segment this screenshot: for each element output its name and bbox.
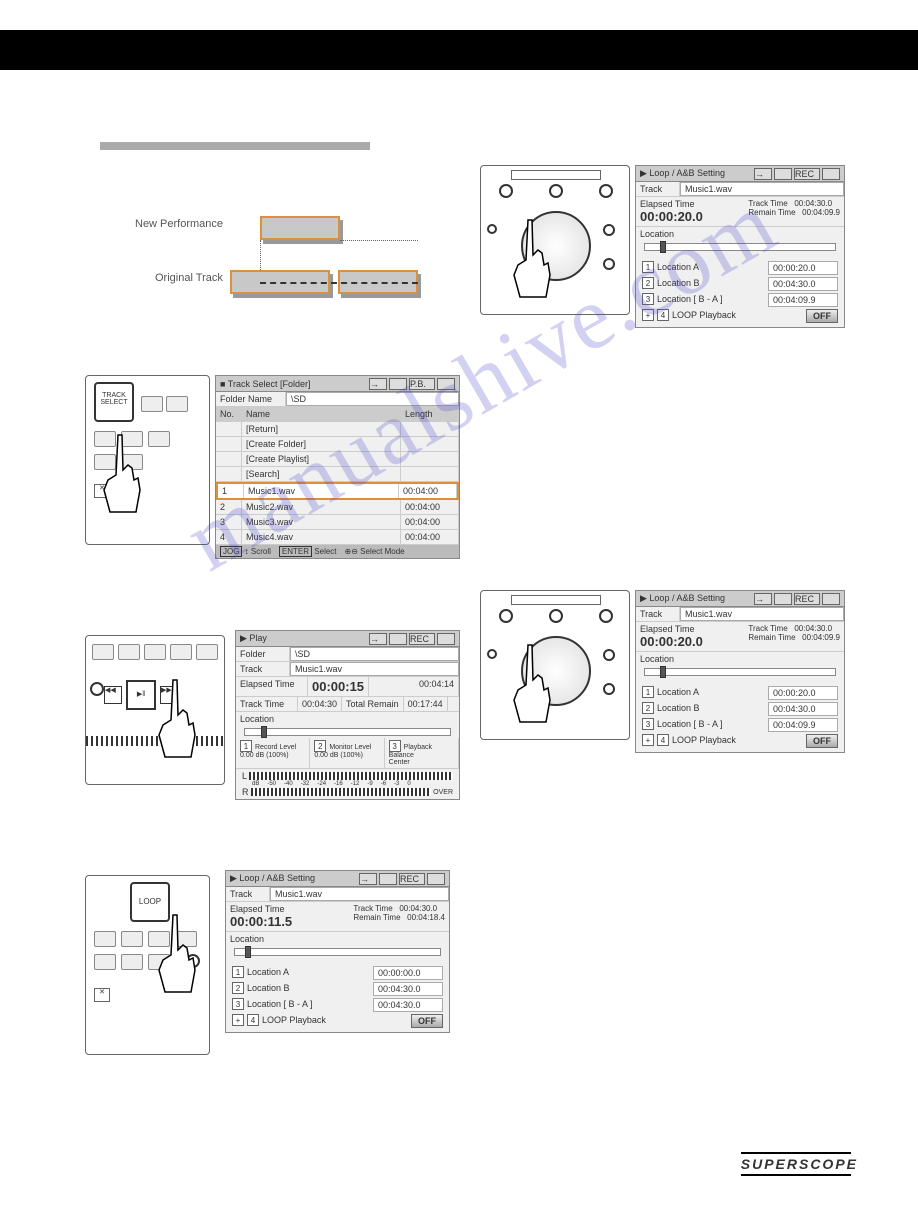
new-perf-label: New Performance [135, 218, 223, 230]
location-label: Location [236, 712, 459, 726]
hand-icon [145, 910, 205, 1000]
forward-icon-btn[interactable]: → [369, 633, 387, 645]
folder-name-value: \SD [286, 392, 459, 406]
orig-label: Original Track [155, 272, 223, 284]
table-row[interactable]: 4Music4.wav00:04:00 [216, 530, 459, 545]
new-perf-box [260, 216, 340, 240]
hand-icon [500, 215, 560, 305]
folder-icon-btn[interactable] [389, 378, 407, 390]
panel-title: Play [249, 633, 267, 643]
hand-icon [145, 675, 205, 765]
table-row[interactable]: 1Music1.wav00:04:00 [216, 482, 459, 500]
panel-title: Track Select [Folder] [228, 379, 311, 389]
section-underline [100, 142, 370, 150]
track-select-panel: ■ Track Select [Folder] → P.B. Folder Na… [215, 375, 460, 559]
brand-logo: SUPERSCOPE [741, 1150, 858, 1178]
panel-footer: JOG ↕ Scroll ENTER Select ⊕⊖ Select Mode [216, 545, 459, 558]
rec-led [90, 682, 104, 696]
table-row[interactable]: [Return] [216, 422, 459, 437]
track-select-button[interactable]: TRACK SELECT [94, 382, 134, 422]
table-row[interactable]: [Search] [216, 467, 459, 482]
pb-btn[interactable]: P.B. [409, 378, 435, 390]
play-panel: ▶ Play → REC Folder\SD TrackMusic1.wav E… [235, 630, 460, 800]
hand-icon [500, 640, 560, 730]
elapsed-time-value: 00:00:15 [308, 677, 369, 696]
table-row[interactable]: 3Music3.wav00:04:00 [216, 515, 459, 530]
table-row[interactable]: [Create Folder] [216, 437, 459, 452]
page-header-bar [0, 30, 918, 70]
menu-icon-btn[interactable] [437, 633, 455, 645]
loop-panel-b2: ▶ Loop / A&B Setting → REC TrackMusic1.w… [635, 590, 845, 753]
loop-panel-b1: ▶ Loop / A&B Setting → REC TrackMusic1.w… [635, 165, 845, 328]
forward-icon-btn[interactable]: → [369, 378, 387, 390]
rec-btn[interactable]: REC [409, 633, 435, 645]
overdub-diagram: New Performance Original Track [100, 190, 440, 320]
table-row[interactable]: 2Music2.wav00:04:00 [216, 500, 459, 515]
hand-icon [90, 430, 150, 520]
blank-btn[interactable] [389, 633, 407, 645]
location-slider[interactable] [244, 728, 451, 736]
loop-panel-a: ▶ Loop / A&B Setting → REC TrackMusic1.w… [225, 870, 450, 1033]
table-row[interactable]: [Create Playlist] [216, 452, 459, 467]
menu-icon-btn[interactable] [437, 378, 455, 390]
